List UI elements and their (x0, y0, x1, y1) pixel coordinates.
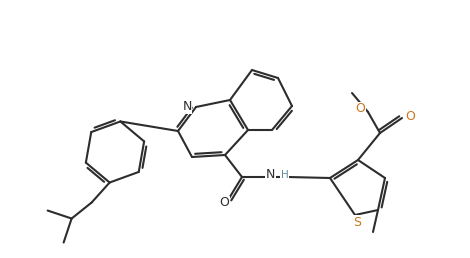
Text: S: S (353, 215, 361, 229)
Text: O: O (219, 197, 229, 209)
Text: N: N (266, 168, 275, 181)
Text: H: H (281, 170, 289, 180)
Text: N: N (182, 101, 192, 114)
Text: O: O (355, 102, 365, 116)
Text: O: O (405, 109, 415, 123)
